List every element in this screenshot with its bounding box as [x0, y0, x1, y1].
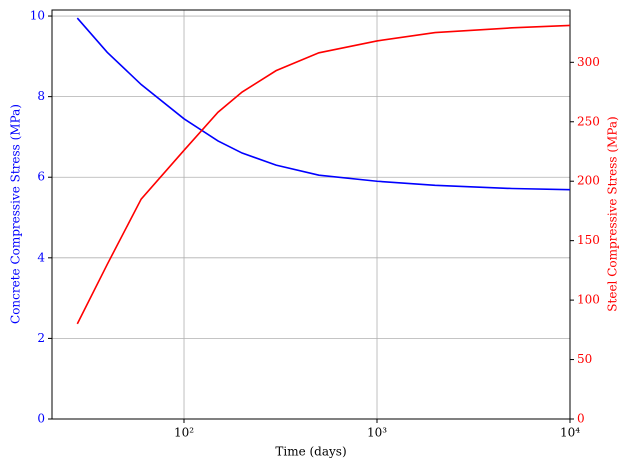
y-tick-label: 10 [30, 9, 45, 23]
y2-tick-label: 50 [577, 352, 592, 366]
plot-frame [51, 9, 571, 420]
y2-tick-label: 100 [577, 293, 600, 307]
x-tick-label: 10³ [367, 426, 387, 440]
x-tick-label: 10² [174, 426, 194, 440]
y2-tick-label: 150 [577, 233, 600, 247]
y-tick-label: 4 [37, 250, 45, 264]
y-tick-label: 8 [37, 89, 45, 103]
y2-tick-label: 250 [577, 114, 600, 128]
y2-tick-label: 200 [577, 174, 600, 188]
x-tick-label: 10⁴ [560, 426, 580, 440]
y-tick-label: 6 [37, 170, 45, 184]
x-axis-label: Time (days) [275, 445, 346, 459]
y2-tick-label: 0 [577, 412, 585, 426]
data-line [76, 24, 571, 325]
y2-tick-label: 300 [577, 55, 600, 69]
y-tick-label: 0 [37, 412, 45, 426]
data-line [76, 17, 571, 191]
y-tick-label: 2 [37, 331, 45, 345]
y-axis-label: Concrete Compressive Stress (MPa) [9, 104, 23, 324]
y2-axis-label: Steel Compressive Stress (MPa) [606, 116, 620, 311]
